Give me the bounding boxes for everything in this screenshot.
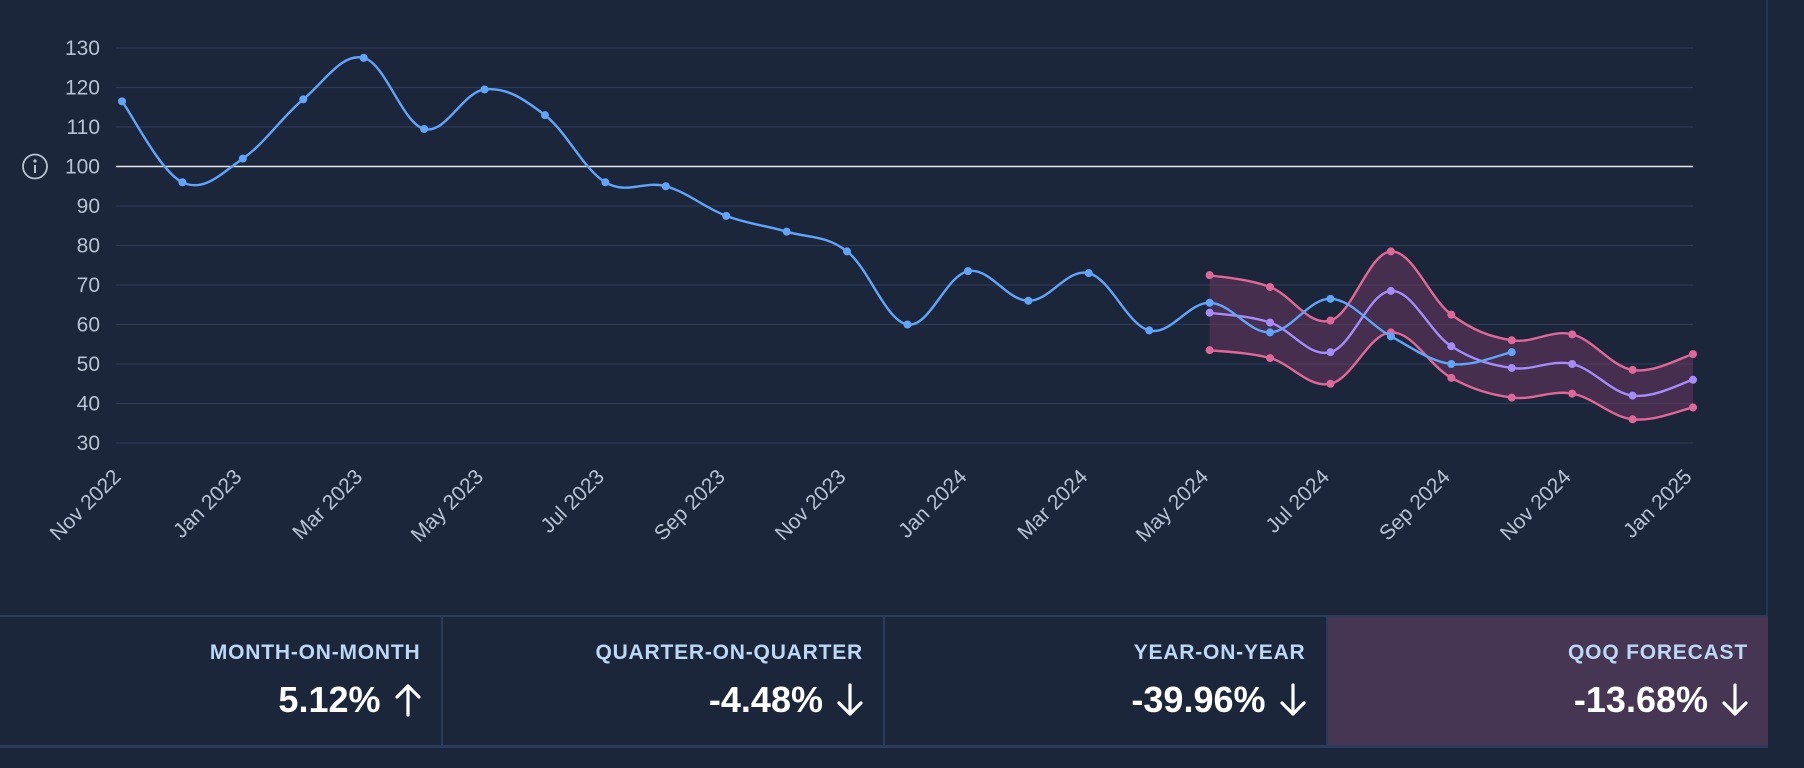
- actual-series-point: [1266, 328, 1275, 337]
- y-tick-label: 40: [77, 393, 100, 416]
- x-tick-label: Jul 2023: [537, 465, 609, 537]
- forecast-series-point: [1386, 286, 1395, 295]
- bottom-strip: [0, 748, 1804, 768]
- actual-series-point: [118, 97, 126, 106]
- y-tick-label: 30: [77, 432, 100, 455]
- forecast-series-point: [1447, 342, 1456, 351]
- forecast-upper-series-point: [1386, 247, 1395, 256]
- actual-series-point: [540, 111, 549, 120]
- actual-series-point: [963, 267, 972, 276]
- actual-series-point: [1205, 298, 1214, 307]
- y-tick-label: 110: [67, 116, 100, 139]
- stat-value: -13.68%: [1573, 679, 1708, 720]
- stat-label: QUARTER-ON-QUARTER: [595, 641, 863, 664]
- actual-series-point: [238, 154, 247, 163]
- forecast-upper-series-point: [1205, 271, 1214, 280]
- x-tick-label: Nov 2024: [1496, 465, 1576, 545]
- x-tick-label: Mar 2024: [1013, 465, 1092, 544]
- forecast-lower-series-point: [1507, 393, 1516, 402]
- forecast-series-point: [1689, 375, 1697, 384]
- stat-label: YEAR-ON-YEAR: [1133, 641, 1306, 664]
- x-tick-label: Jul 2024: [1262, 465, 1335, 538]
- x-tick-label: Jan 2024: [894, 465, 972, 543]
- actual-series-point: [1084, 269, 1093, 278]
- chart-panel: 30 40 50 60 70 80 90 100 110 120 130 Nov 2022 Jan 20…: [22, 37, 1697, 547]
- actual-series-point: [601, 178, 610, 187]
- forecast-lower-series-point: [1447, 373, 1456, 382]
- stat-value: -39.96%: [1131, 679, 1266, 720]
- forecast-upper-series-point: [1266, 282, 1275, 291]
- x-tick-label: Sep 2024: [1375, 465, 1455, 545]
- actual-series-point: [1507, 348, 1516, 357]
- arrow-down-icon: [1279, 683, 1306, 717]
- x-tick-label: Jan 2023: [169, 465, 246, 542]
- y-tick-label: 120: [65, 77, 100, 100]
- y-tick-label: 100: [65, 156, 100, 179]
- actual-series-point: [1386, 332, 1395, 341]
- actual-series-point: [843, 247, 852, 256]
- x-tick-label: Mar 2023: [288, 465, 367, 544]
- actual-series-point: [1447, 360, 1456, 368]
- stat-label: QOQ FORECAST: [1568, 641, 1748, 664]
- y-tick-label: 70: [77, 274, 100, 297]
- forecast-series-point: [1507, 363, 1516, 372]
- x-tick-label: Jan 2025: [1619, 465, 1696, 542]
- actual-series-point: [299, 95, 308, 104]
- arrow-down-icon: [1722, 683, 1748, 717]
- x-tick-label: May 2023: [407, 465, 488, 546]
- forecast-lower-series-point: [1205, 346, 1214, 355]
- forecast-series-point: [1628, 391, 1637, 400]
- stats-row: MONTH-ON-MONTH 5.12% QUARTER-ON-QUARTER …: [0, 615, 1768, 748]
- x-tick-label: Nov 2022: [46, 465, 126, 545]
- actual-series-point: [480, 85, 489, 94]
- y-tick-label: 50: [77, 353, 100, 376]
- forecast-lower-series-point: [1568, 389, 1577, 398]
- forecast-series-point: [1205, 308, 1214, 317]
- actual-series-point: [1145, 326, 1154, 335]
- actual-series-point: [903, 320, 912, 329]
- x-tick-label: Nov 2023: [771, 465, 851, 545]
- stat-label: MONTH-ON-MONTH: [209, 641, 421, 664]
- stat-value: 5.12%: [278, 679, 381, 720]
- actual-series-point: [782, 227, 791, 236]
- stat-value: -4.48%: [708, 679, 823, 720]
- info-circle-icon[interactable]: [22, 153, 48, 180]
- forecast-series-point: [1266, 318, 1275, 327]
- forecast-upper-series-point: [1628, 365, 1637, 374]
- actual-series-point: [178, 178, 187, 187]
- forecast-upper-series-point: [1507, 336, 1516, 345]
- actual-series-point: [722, 211, 731, 220]
- forecast-series-point: [1568, 360, 1577, 368]
- actual-series-point: [420, 124, 429, 133]
- actual-series-point: [661, 182, 670, 191]
- forecast-upper-series-point: [1568, 330, 1577, 339]
- forecast-upper-series-point: [1689, 350, 1697, 359]
- stat-card-quarter-on-quarter: QUARTER-ON-QUARTER -4.48%: [443, 617, 885, 745]
- forecast-upper-series-point: [1447, 310, 1456, 319]
- y-tick-label: 60: [77, 314, 100, 337]
- y-tick-label: 80: [77, 235, 100, 258]
- stat-card-month-on-month: MONTH-ON-MONTH 5.12%: [0, 617, 443, 745]
- forecast-upper-series-line: [1209, 250, 1694, 372]
- y-tick-label: 90: [77, 195, 100, 218]
- panel-border: [1766, 0, 1768, 748]
- forecast-lower-series-point: [1689, 403, 1697, 412]
- x-tick-label: Sep 2023: [650, 465, 730, 545]
- actual-series-point: [359, 53, 368, 62]
- forecast-lower-series-point: [1326, 379, 1335, 388]
- stat-card-qoq-forecast: QOQ FORECAST -13.68%: [1327, 617, 1768, 745]
- line-chart: 30 40 50 60 70 80 90 100 110 120 130 Nov 2022 Jan 20…: [22, 37, 1697, 547]
- actual-series-point: [1326, 294, 1335, 303]
- arrow-up-icon: [394, 683, 421, 717]
- forecast-upper-series-point: [1326, 316, 1335, 325]
- forecast-lower-series-point: [1628, 415, 1637, 424]
- forecast-band: [1209, 251, 1693, 420]
- x-tick-label: May 2024: [1132, 465, 1214, 547]
- y-tick-label: 130: [65, 37, 100, 60]
- forecast-lower-series-point: [1266, 354, 1275, 363]
- actual-series-point: [1024, 296, 1033, 305]
- forecast-series-point: [1326, 348, 1335, 357]
- arrow-down-icon: [837, 683, 863, 717]
- stat-card-year-on-year: YEAR-ON-YEAR -39.96%: [885, 617, 1328, 745]
